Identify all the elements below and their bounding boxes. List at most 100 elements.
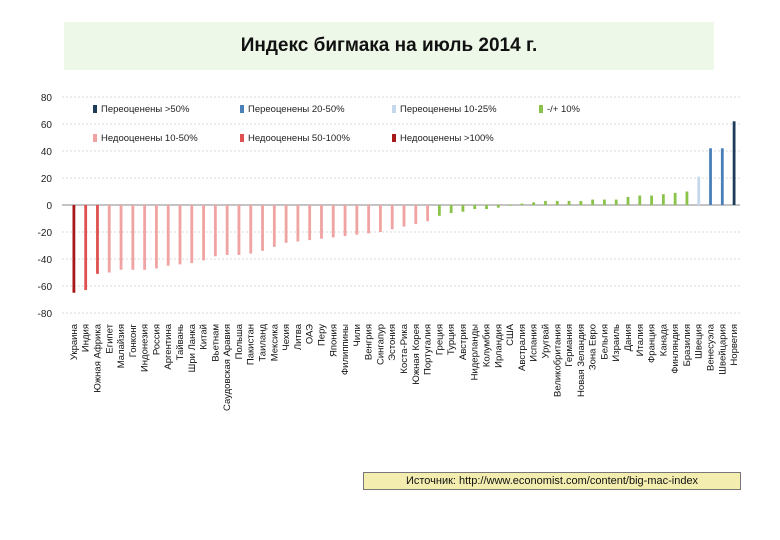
- bar: [485, 205, 488, 210]
- x-tick-label: Бельгия: [599, 324, 610, 360]
- bar: [461, 205, 465, 212]
- y-tick-label: 80: [41, 93, 53, 104]
- x-tick-label: Турция: [446, 324, 457, 355]
- bar: [119, 205, 123, 270]
- legend-swatch: [240, 134, 244, 142]
- bar: [355, 205, 359, 235]
- bar: [272, 205, 276, 247]
- y-tick-label: 20: [41, 174, 53, 185]
- x-tick-label: Австралия: [517, 324, 528, 371]
- bar: [496, 205, 500, 208]
- bar: [426, 205, 429, 222]
- source-text: Источник: http://www.economist.com/conte…: [405, 475, 699, 487]
- x-tick-label: Эстония: [387, 324, 398, 361]
- bar: [331, 205, 335, 238]
- legend-label: Недооценены 50-100%: [248, 133, 350, 144]
- x-tick-label: Аргентина: [163, 323, 174, 369]
- bar: [402, 205, 406, 227]
- bar: [544, 200, 547, 205]
- bar: [614, 199, 618, 205]
- legend-swatch: [240, 105, 244, 113]
- x-tick-label: Тайвань: [175, 324, 186, 360]
- chart-title: Индекс бигмака на июль 2014 г.: [240, 35, 538, 56]
- x-tick-label: Саудовская Аравия: [222, 324, 233, 411]
- bar: [532, 202, 536, 205]
- bar: [155, 205, 158, 269]
- bar: [520, 203, 524, 205]
- x-tick-label: Испания: [529, 324, 540, 362]
- bar: [379, 205, 382, 232]
- x-tick-label: Таиланд: [258, 324, 269, 362]
- x-tick-label: Пакистан: [246, 324, 257, 365]
- x-tick-label: Гонконг: [128, 323, 139, 357]
- bar: [555, 200, 559, 205]
- x-tick-label: Канада: [658, 323, 669, 356]
- bar: [72, 205, 76, 293]
- x-tick-label: Чехия: [281, 324, 292, 351]
- x-tick-label: Бразилия: [682, 324, 693, 366]
- x-tick-label: Индия: [81, 324, 92, 352]
- x-tick-label: Венесуэла: [706, 323, 717, 371]
- bar: [237, 205, 241, 255]
- chart-title-box: Индекс бигмака на июль 2014 г.: [64, 22, 714, 70]
- bar: [343, 205, 347, 237]
- source-box: Источник: http://www.economist.com/conte…: [363, 472, 741, 490]
- legend-label: Недооценены 10-50%: [101, 133, 198, 144]
- legend-swatch: [392, 105, 396, 113]
- x-tick-label: Израиль: [611, 324, 622, 362]
- x-tick-label: США: [505, 323, 516, 346]
- x-tick-label: Литва: [293, 323, 304, 350]
- x-tick-label: ОАЭ: [305, 324, 316, 344]
- x-tick-label: Франция: [647, 324, 658, 363]
- bar: [308, 205, 312, 241]
- bar: [261, 205, 264, 251]
- y-tick-label: 60: [41, 120, 53, 131]
- bar: [449, 205, 453, 214]
- legend-label: Переоценены 10-25%: [400, 104, 497, 115]
- bar: [96, 205, 99, 274]
- bar: [437, 205, 441, 216]
- bar: [143, 205, 147, 270]
- x-tick-label: Дания: [623, 324, 634, 351]
- bar: [673, 192, 677, 205]
- x-tick-label: Южная Африка: [92, 323, 103, 392]
- x-tick-label: Новая Зеландия: [576, 324, 587, 397]
- legend-swatch: [539, 105, 543, 113]
- bar: [249, 205, 253, 254]
- x-tick-label: Германия: [564, 324, 575, 367]
- bar: [661, 194, 665, 205]
- bar: [697, 176, 701, 205]
- x-tick-label: Португалия: [423, 324, 434, 375]
- bar: [390, 205, 394, 230]
- x-tick-label: Чили: [352, 324, 363, 347]
- legend-label: Переоценены >50%: [101, 104, 190, 115]
- bar: [638, 195, 642, 205]
- x-tick-label: Египет: [104, 323, 115, 353]
- x-tick-label: Индонезия: [140, 324, 151, 372]
- y-tick-label: 40: [41, 147, 53, 158]
- x-tick-label: Австрия: [458, 324, 469, 360]
- bar: [202, 205, 205, 261]
- bar: [579, 200, 583, 205]
- x-tick-label: Греция: [434, 324, 445, 355]
- bar: [166, 205, 170, 266]
- x-tick-label: Италия: [635, 324, 646, 356]
- y-tick-label: -40: [38, 255, 53, 266]
- legend-swatch: [93, 134, 97, 142]
- bar: [473, 205, 477, 210]
- bar: [685, 191, 689, 205]
- x-tick-label: Зона Евро: [588, 324, 599, 370]
- x-tick-label: Филиппины: [340, 324, 351, 375]
- legend-label: -/+ 10%: [547, 104, 581, 115]
- bar: [650, 195, 653, 205]
- bar: [178, 205, 182, 265]
- bar: [131, 205, 135, 270]
- y-tick-label: -60: [38, 282, 53, 293]
- x-tick-label: Перу: [316, 324, 327, 346]
- bar: [320, 205, 323, 239]
- bar: [225, 205, 229, 255]
- legend-label: Переоценены 20-50%: [248, 104, 345, 115]
- x-tick-label: Финляндия: [670, 324, 681, 374]
- x-tick-label: Уругвай: [540, 324, 551, 359]
- legend-swatch: [93, 105, 97, 113]
